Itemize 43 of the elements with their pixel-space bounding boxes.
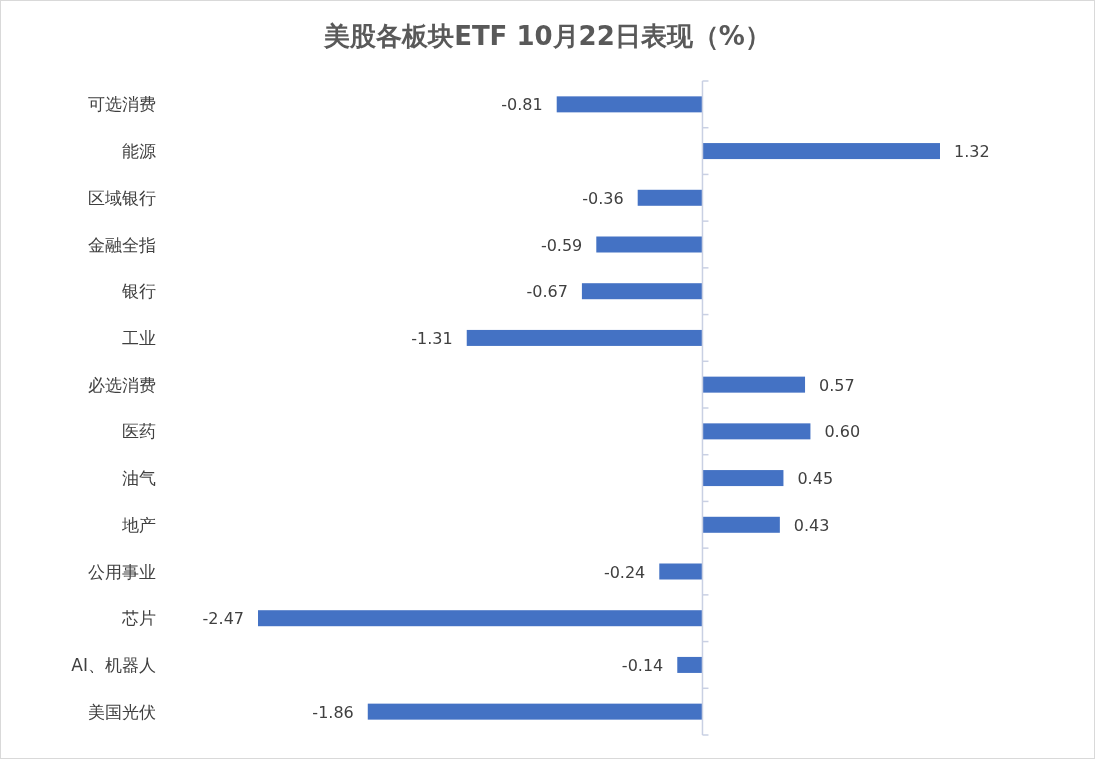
bar [702,143,940,160]
bar [466,329,703,346]
bar [556,96,703,113]
y-tick-label: 工业 [122,327,156,348]
data-label: -2.47 [202,609,244,629]
data-label: -0.24 [603,562,646,582]
bar [637,189,703,206]
y-tick-label: 能源 [122,141,156,162]
data-label: 1.32 [954,142,990,162]
y-tick-label: 美国光伏 [88,701,156,722]
y-tick-label: AI、机器人 [71,654,156,675]
y-tick-label: 地产 [121,514,156,535]
bar [659,563,703,580]
y-tick-label: 银行 [121,281,156,302]
y-tick-label: 公用事业 [88,561,156,582]
data-label: 0.43 [793,515,830,535]
y-tick-label: 油气 [122,468,156,489]
bar [258,610,703,627]
y-tick-label: 必选消费 [88,374,156,395]
data-label: -1.86 [312,702,354,722]
bar [702,376,806,393]
data-label: 0.60 [824,422,861,442]
y-tick-label: 医药 [122,421,156,442]
chart-title: 美股各板块ETF 10月22日表现（%） [323,21,771,51]
data-label: -0.14 [621,655,664,675]
bar [581,283,703,300]
bar [596,236,703,253]
bar [677,656,703,673]
y-tick-label: 金融全指 [88,234,156,255]
data-label: 0.57 [819,375,855,395]
y-tick-label: 可选消费 [88,94,156,115]
data-label: 0.45 [797,469,834,489]
data-label: -0.36 [582,188,624,208]
data-label: -0.81 [501,95,543,115]
data-label: -1.31 [411,328,453,348]
bar [367,703,703,720]
bar [702,470,784,487]
data-label: -0.67 [526,282,568,302]
y-tick-label: 芯片 [121,608,156,629]
bar [702,423,811,440]
bar [702,516,780,533]
data-label: -0.59 [540,235,583,255]
y-tick-label: 区域银行 [88,187,156,208]
